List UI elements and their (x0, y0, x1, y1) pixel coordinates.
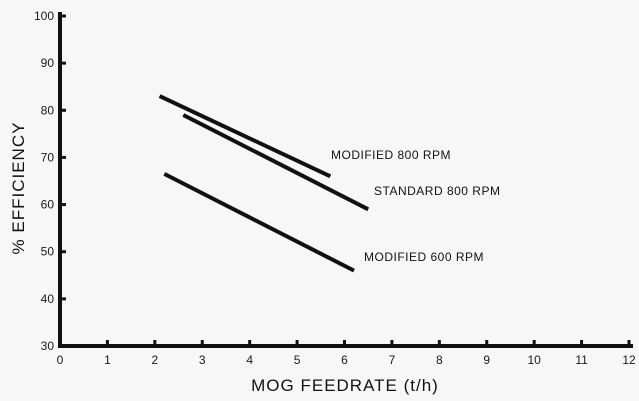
y-axis-title: % EFFICIENCY (9, 122, 28, 255)
x-tick-label: 2 (151, 353, 158, 367)
series-label-3: MODIFIED 600 RPM (364, 250, 484, 264)
y-tick-label: 30 (41, 339, 55, 353)
x-tick-label: 11 (575, 353, 588, 367)
x-tick-label: 8 (436, 353, 443, 367)
series-line-2 (182, 113, 370, 212)
y-tick-label: 70 (41, 150, 55, 164)
x-tick-label: 5 (294, 353, 301, 367)
x-tick-label: 4 (246, 353, 253, 367)
y-tick-label: 40 (41, 292, 55, 306)
y-tick-label: 90 (41, 56, 55, 70)
series-line-3 (163, 172, 355, 273)
x-axis-title: MOG FEEDRATE (t/h) (251, 376, 439, 395)
y-tick-label: 60 (41, 198, 55, 212)
x-tick-label: 10 (527, 353, 541, 367)
y-tick-label: 50 (41, 245, 55, 259)
x-tick-label: 0 (57, 353, 64, 367)
y-tick-label: 80 (41, 103, 55, 117)
x-tick-label: 9 (483, 353, 490, 367)
x-tick-label: 12 (622, 353, 636, 367)
series-label-2: STANDARD 800 RPM (374, 184, 500, 198)
x-tick-label: 7 (389, 353, 396, 367)
y-tick-label: 100 (34, 9, 54, 23)
series-line-1 (158, 94, 332, 179)
series-label-1: MODIFIED 800 RPM (331, 148, 451, 162)
x-tick-label: 3 (199, 353, 206, 367)
x-tick-label: 6 (341, 353, 348, 367)
x-tick-label: 1 (104, 353, 111, 367)
